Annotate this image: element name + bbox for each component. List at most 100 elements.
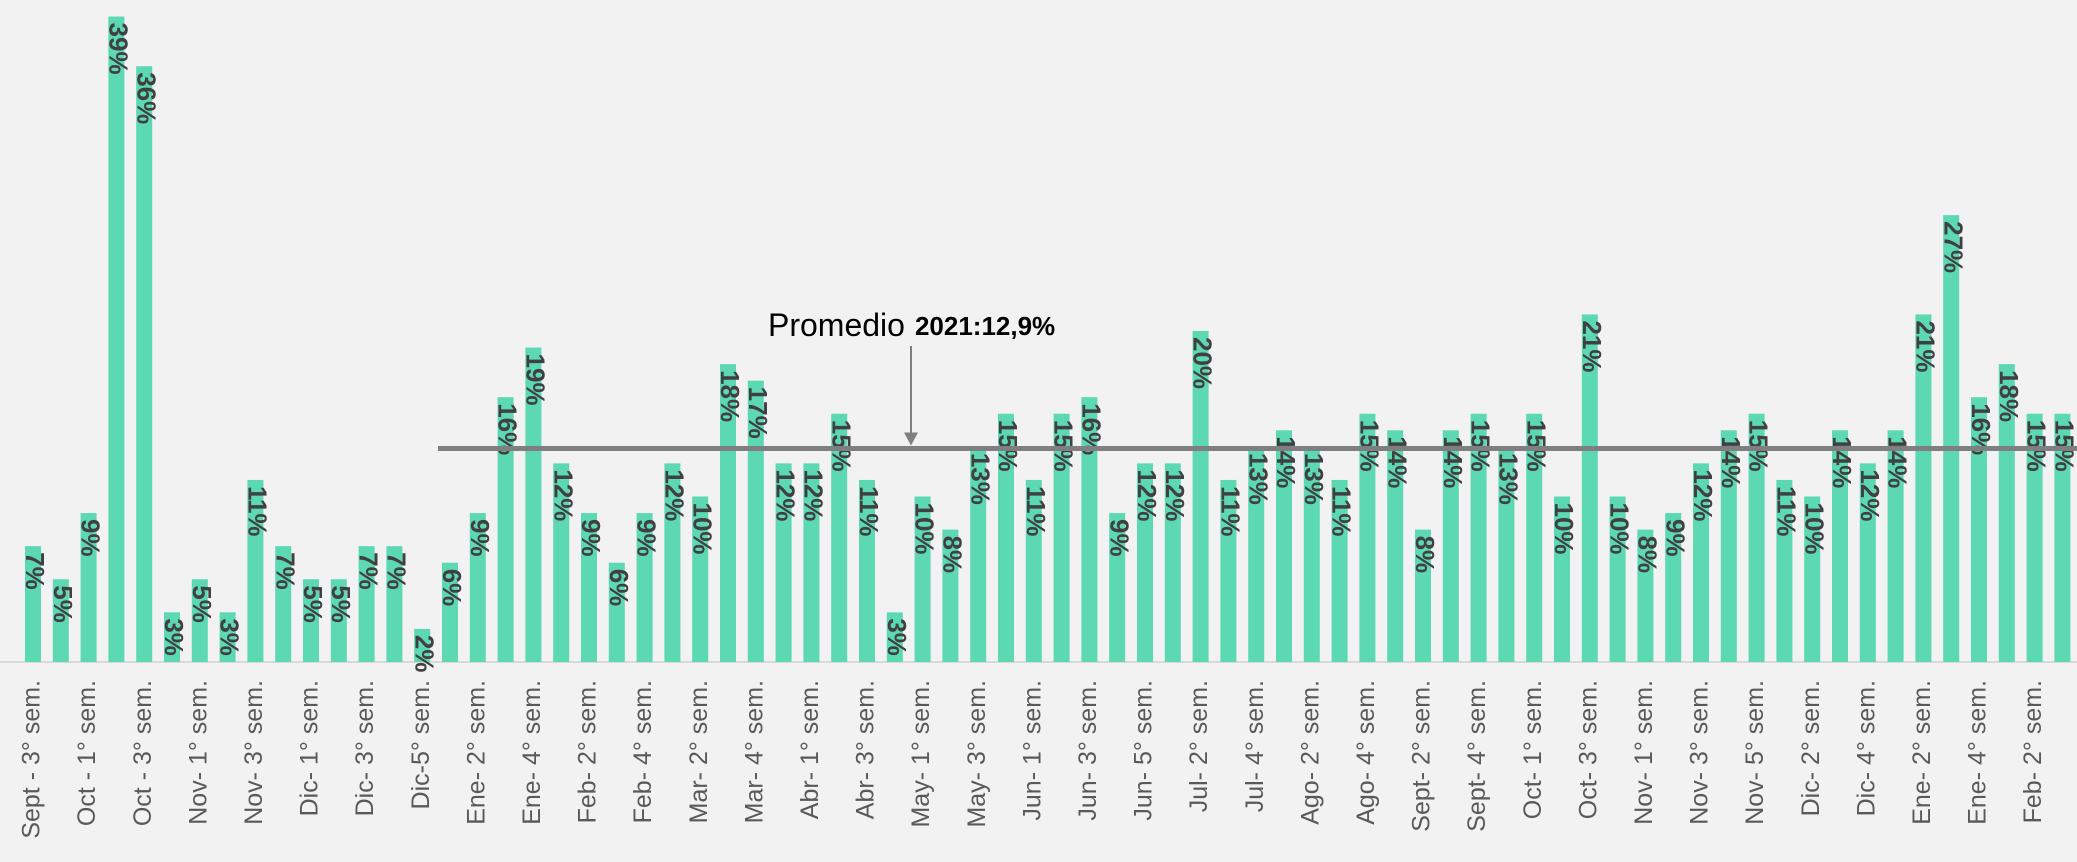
value-label: 39% bbox=[104, 23, 134, 75]
value-label: 5% bbox=[48, 585, 78, 623]
bar bbox=[275, 546, 292, 662]
bar bbox=[1554, 496, 1570, 662]
x-tick-label: Abr- 3° sem. bbox=[852, 680, 880, 819]
x-tick-label: Dic- 1° sem. bbox=[296, 680, 324, 816]
bar bbox=[775, 463, 792, 662]
bar bbox=[1776, 479, 1793, 662]
value-label: 12% bbox=[1160, 469, 1190, 521]
x-tick-label: Ene- 2° sem. bbox=[462, 680, 490, 825]
bar bbox=[1276, 430, 1292, 662]
x-tick-label: Oct- 3° sem. bbox=[1574, 680, 1602, 819]
value-label: 2% bbox=[409, 635, 439, 673]
average-label: 2021:12,9% bbox=[915, 311, 1055, 341]
x-tick-label: Oct - 1° sem. bbox=[73, 680, 101, 826]
x-tick-label: Dic- 3° sem. bbox=[351, 680, 379, 816]
value-label: 14% bbox=[1716, 436, 1746, 488]
x-tick-label: Ago- 2° sem. bbox=[1296, 680, 1324, 825]
x-tick-label: Ene- 2° sem. bbox=[1908, 680, 1936, 825]
value-label: 15% bbox=[1049, 420, 1079, 472]
x-tick-label: Jun- 1° sem. bbox=[1018, 680, 1046, 821]
value-label: 15% bbox=[1355, 420, 1385, 472]
x-tick-label: Sept - 3° sem. bbox=[18, 680, 46, 839]
x-tick-label: Nov- 3° sem. bbox=[240, 680, 268, 825]
value-label: 10% bbox=[1605, 503, 1635, 555]
value-label: 13% bbox=[1243, 453, 1273, 505]
value-label: 15% bbox=[993, 420, 1023, 472]
bar bbox=[1526, 413, 1543, 662]
value-label: 21% bbox=[1911, 320, 1941, 372]
value-label: 18% bbox=[715, 370, 745, 422]
bar bbox=[164, 612, 180, 662]
bar bbox=[1887, 430, 1904, 662]
bar bbox=[1943, 215, 1960, 662]
bar bbox=[1415, 529, 1431, 662]
bar bbox=[80, 513, 97, 662]
x-tick-label: Feb- 2° sem. bbox=[574, 680, 602, 823]
x-tick-label: Dic- 2° sem. bbox=[1797, 680, 1825, 816]
x-tick-label: Nov- 1° sem. bbox=[184, 680, 212, 825]
bar bbox=[859, 479, 875, 662]
value-label: 9% bbox=[465, 519, 495, 557]
bar bbox=[1971, 397, 1987, 662]
bar bbox=[1609, 496, 1626, 662]
value-label: 8% bbox=[1410, 536, 1440, 574]
x-tick-label: Jul- 4° sem. bbox=[1241, 680, 1269, 812]
x-tick-label: Abr- 1° sem. bbox=[796, 680, 824, 819]
value-label: 11% bbox=[1216, 486, 1246, 537]
bar bbox=[664, 463, 681, 662]
bar bbox=[1248, 446, 1265, 662]
value-label: 12% bbox=[1132, 469, 1162, 521]
bar bbox=[1137, 463, 1153, 662]
value-label: 10% bbox=[687, 503, 717, 555]
value-label: 20% bbox=[1188, 337, 1218, 389]
value-label: 15% bbox=[2022, 420, 2052, 472]
bar bbox=[414, 628, 431, 662]
bar bbox=[1164, 463, 1181, 662]
bar bbox=[247, 479, 264, 662]
x-tick-label: Nov- 1° sem. bbox=[1630, 680, 1658, 825]
x-tick-label: Sept- 2° sem. bbox=[1408, 680, 1436, 832]
bar bbox=[136, 66, 153, 662]
bar bbox=[108, 16, 125, 663]
value-label: 9% bbox=[632, 519, 662, 557]
bar bbox=[1081, 397, 1098, 662]
value-label: 14% bbox=[1271, 436, 1301, 488]
bar bbox=[886, 612, 903, 662]
bar bbox=[1498, 446, 1515, 662]
bar bbox=[1665, 513, 1682, 662]
x-tick-label: Feb- 2° sem. bbox=[2019, 680, 2047, 823]
bar bbox=[1804, 496, 1821, 662]
value-label: 11% bbox=[1772, 486, 1802, 537]
x-tick-label: Feb- 4° sem. bbox=[629, 680, 657, 823]
value-label: 19% bbox=[521, 354, 551, 406]
x-tick-label: Ene- 4° sem. bbox=[518, 680, 546, 825]
value-label: 5% bbox=[187, 585, 217, 623]
value-label: 11% bbox=[854, 486, 884, 537]
value-label: 3% bbox=[882, 618, 912, 656]
x-tick-label: Oct - 3° sem. bbox=[129, 680, 157, 826]
x-tick-label: Oct- 1° sem. bbox=[1519, 680, 1547, 819]
bar bbox=[1915, 314, 1932, 662]
bar bbox=[1998, 364, 2015, 662]
value-label: 6% bbox=[437, 569, 467, 607]
value-label: 9% bbox=[1104, 519, 1134, 557]
x-tick-label: Jun- 3° sem. bbox=[1074, 680, 1102, 821]
bar bbox=[1025, 479, 1042, 662]
average-annotation: Promedio 2021:12,9% bbox=[768, 307, 1055, 343]
value-label: 5% bbox=[298, 585, 328, 623]
value-label: 11% bbox=[243, 486, 273, 537]
bar bbox=[1693, 463, 1709, 662]
x-tick-label: Nov- 5° sem. bbox=[1741, 680, 1769, 825]
value-label: 15% bbox=[2050, 420, 2077, 472]
bar bbox=[358, 546, 375, 662]
bar bbox=[1359, 413, 1376, 662]
value-label: 27% bbox=[1938, 221, 1968, 273]
bar bbox=[330, 579, 347, 662]
x-tick-label: Jun- 5° sem. bbox=[1130, 680, 1158, 821]
bar bbox=[998, 413, 1014, 662]
x-tick-label: Dic-5° sem. bbox=[407, 680, 435, 809]
bar bbox=[1109, 513, 1126, 662]
value-label: 14% bbox=[1883, 436, 1913, 488]
